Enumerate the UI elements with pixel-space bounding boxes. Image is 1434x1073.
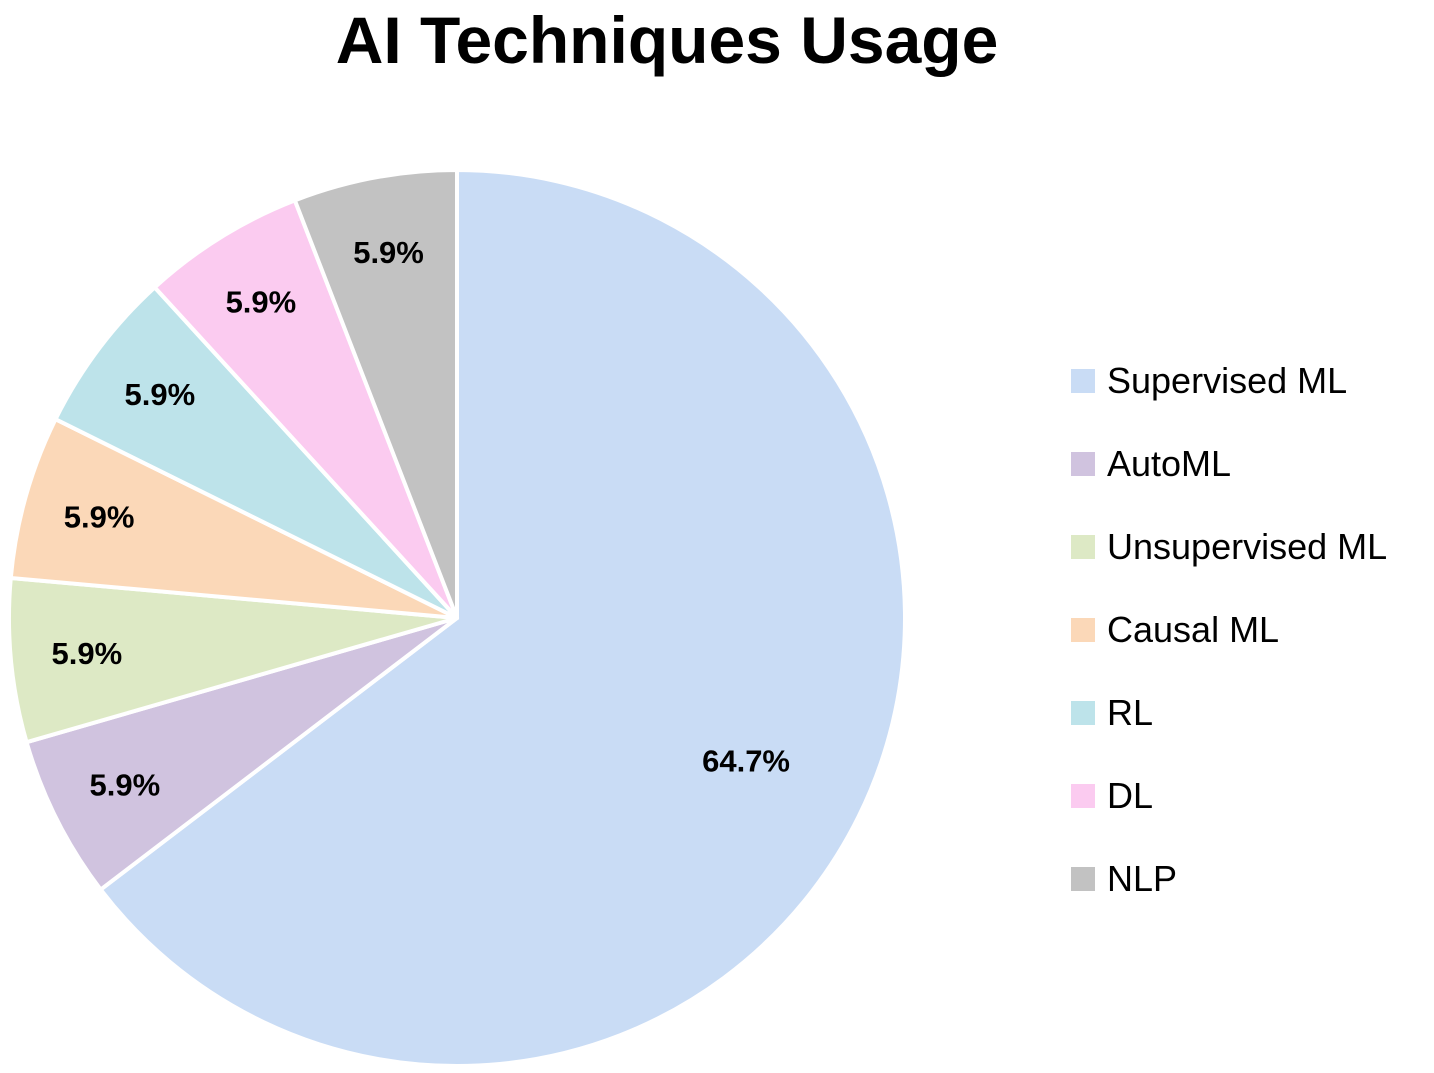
legend-item-dl: DL: [1068, 769, 1434, 852]
pie-chart: 64.7% 5.9% 5.9% 5.9% 5.9% 5.9% 5.9%: [7, 168, 907, 1068]
legend-label: Supervised ML: [1107, 360, 1348, 401]
pie-slice-automl: [24, 616, 459, 892]
data-label-nlp: 5.9%: [353, 235, 424, 270]
legend-item-causal-ml: Causal ML: [1068, 603, 1434, 686]
data-label-unsupervised-ml: 5.9%: [52, 636, 123, 671]
legend-label: Causal ML: [1107, 609, 1280, 650]
legend-swatch: [1071, 784, 1095, 808]
pie-slice-unsupervised-ml: [7, 575, 459, 745]
legend-label: DL: [1107, 775, 1154, 816]
legend-swatch: [1071, 535, 1095, 559]
legend: Supervised ML AutoML Unsupervised ML Causal…: [1068, 354, 1434, 935]
legend-label: RL: [1107, 692, 1154, 733]
data-label-rl: 5.9%: [125, 377, 196, 412]
legend-item-supervised-ml: Supervised ML: [1068, 354, 1434, 437]
legend-swatch: [1071, 867, 1095, 891]
pie-slices: [7, 168, 907, 1068]
legend-swatch: [1071, 452, 1095, 476]
pie-slice-supervised-ml: [98, 168, 907, 1068]
data-label-automl: 5.9%: [89, 768, 160, 803]
data-label-causal-ml: 5.9%: [64, 500, 135, 535]
legend-label: NLP: [1107, 858, 1178, 899]
pie-slice-nlp: [292, 168, 459, 620]
legend-item-unsupervised-ml: Unsupervised ML: [1068, 520, 1434, 603]
legend-item-automl: AutoML: [1068, 437, 1434, 520]
legend-swatch: [1071, 618, 1095, 642]
legend-label: AutoML: [1107, 443, 1232, 484]
chart-title: AI Techniques Usage: [335, 3, 999, 77]
pie-slice-causal-ml: [8, 417, 459, 620]
legend-item-nlp: NLP: [1068, 852, 1434, 935]
data-label-supervised-ml: 64.7%: [702, 744, 790, 779]
legend-swatch: [1071, 369, 1095, 393]
pie-slice-rl: [53, 285, 459, 620]
pie-data-labels: 64.7% 5.9% 5.9% 5.9% 5.9% 5.9% 5.9%: [52, 235, 790, 803]
legend-swatch: [1071, 701, 1095, 725]
pie-slice-dl: [152, 198, 459, 620]
legend-item-rl: RL: [1068, 686, 1434, 769]
data-label-dl: 5.9%: [226, 285, 297, 320]
legend-label: Unsupervised ML: [1107, 526, 1388, 567]
